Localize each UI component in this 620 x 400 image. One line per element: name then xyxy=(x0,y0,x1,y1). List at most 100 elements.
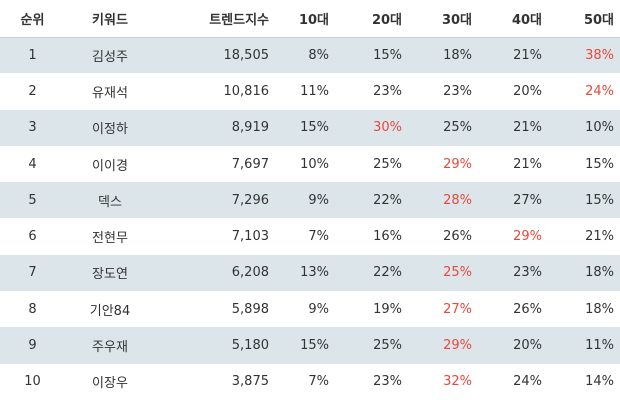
keyword-cell: 덱스 xyxy=(98,194,122,210)
age-share-cell: 25% xyxy=(373,156,402,172)
age-share-cell: 18% xyxy=(443,47,472,63)
age-share-cell: 13% xyxy=(300,265,329,281)
table-row: 2 유재석 10,816 11% 23% 23% 20% 24% xyxy=(0,73,620,109)
rank-cell: 3 xyxy=(28,120,37,136)
table-row: 9 주우재 5,180 15% 25% 29% 20% 11% xyxy=(0,327,620,364)
rank-cell: 8 xyxy=(28,301,37,317)
age-share-cell: 23% xyxy=(443,83,472,99)
age-share-cell: 25% xyxy=(373,338,402,354)
keyword-cell: 이정하 xyxy=(92,122,128,138)
age-share-cell: 24% xyxy=(513,374,542,390)
age-share-cell: 19% xyxy=(373,301,402,317)
age-share-cell: 27% xyxy=(513,192,542,208)
age-share-cell: 29% xyxy=(443,156,472,172)
header-cell: 30대 xyxy=(408,0,478,38)
rank-cell: 6 xyxy=(28,229,37,245)
rank-cell: 4 xyxy=(28,156,37,172)
index-cell: 10,816 xyxy=(223,83,270,99)
age-share-cell: 15% xyxy=(300,338,329,354)
index-cell: 6,208 xyxy=(231,265,269,281)
index-cell: 8,919 xyxy=(231,120,269,136)
age-share-cell: 30% xyxy=(373,120,402,136)
age-share-cell: 10% xyxy=(585,120,614,136)
age-share-cell: 14% xyxy=(585,374,614,390)
age-share-cell: 21% xyxy=(513,120,542,136)
keyword-cell: 기안84 xyxy=(89,303,131,319)
age-share-cell: 22% xyxy=(373,192,402,208)
header-cell: 10대 xyxy=(275,0,335,38)
table-row: 7 장도연 6,208 13% 22% 25% 23% 18% xyxy=(0,254,620,292)
keyword-cell: 김성주 xyxy=(92,49,128,65)
age-share-cell: 21% xyxy=(513,156,542,172)
age-share-cell: 18% xyxy=(585,265,614,281)
rank-cell: 1 xyxy=(28,47,37,63)
age-share-cell: 25% xyxy=(443,265,472,281)
age-share-cell: 25% xyxy=(443,120,472,136)
table-row: 5 덱스 7,296 9% 22% 28% 27% 15% xyxy=(0,182,620,219)
rank-cell: 2 xyxy=(28,83,37,99)
keyword-cell: 이장우 xyxy=(92,376,128,392)
table-row: 3 이정하 8,919 15% 30% 25% 21% 10% xyxy=(0,109,620,146)
index-cell: 3,875 xyxy=(231,374,269,390)
age-share-cell: 22% xyxy=(373,265,402,281)
keyword-cell: 주우재 xyxy=(92,340,128,356)
table-row: 4 이이경 7,697 10% 25% 29% 21% 15% xyxy=(0,146,620,182)
keyword-cell: 전현무 xyxy=(92,231,128,247)
table-row: 8 기안84 5,898 9% 19% 27% 26% 18% xyxy=(0,291,620,327)
header-row: 순위 키워드 트렌드지수 10대 20대 30대 40대 50대 xyxy=(0,0,620,38)
rank-cell: 7 xyxy=(28,265,37,281)
table-row: 6 전현무 7,103 7% 16% 26% 29% 21% xyxy=(0,218,620,254)
header-cell: 20대 xyxy=(335,0,408,38)
age-share-cell: 8% xyxy=(308,47,329,63)
age-share-cell: 24% xyxy=(585,83,614,99)
index-cell: 7,697 xyxy=(231,156,269,172)
age-share-cell: 21% xyxy=(513,47,542,63)
index-cell: 7,103 xyxy=(231,229,269,245)
age-share-cell: 10% xyxy=(300,156,329,172)
age-share-cell: 29% xyxy=(443,338,472,354)
age-share-cell: 32% xyxy=(443,374,472,390)
age-share-cell: 7% xyxy=(308,229,329,245)
table-row: 1 김성주 18,505 8% 15% 18% 21% 38% xyxy=(0,37,620,74)
age-share-cell: 23% xyxy=(373,374,402,390)
age-share-cell: 20% xyxy=(513,338,542,354)
age-share-cell: 20% xyxy=(513,83,542,99)
age-share-cell: 15% xyxy=(585,156,614,172)
age-share-cell: 11% xyxy=(300,83,329,99)
age-share-cell: 29% xyxy=(513,229,542,245)
header-cell: 50대 xyxy=(548,0,620,38)
index-cell: 5,898 xyxy=(231,301,269,317)
keyword-cell: 장도연 xyxy=(92,267,128,283)
age-share-cell: 7% xyxy=(308,374,329,390)
age-share-cell: 15% xyxy=(300,120,329,136)
index-cell: 18,505 xyxy=(223,47,270,63)
age-share-cell: 16% xyxy=(373,229,402,245)
age-share-cell: 23% xyxy=(513,265,542,281)
age-share-cell: 23% xyxy=(373,83,402,99)
age-share-cell: 26% xyxy=(513,301,542,317)
rank-cell: 10 xyxy=(24,374,41,390)
age-share-cell: 9% xyxy=(308,301,329,317)
header-cell: 트렌드지수 xyxy=(155,0,275,38)
table-row: 10 이장우 3,875 7% 23% 32% 24% 14% xyxy=(0,364,620,400)
age-share-cell: 27% xyxy=(443,301,472,317)
index-cell: 5,180 xyxy=(231,338,269,354)
age-share-cell: 21% xyxy=(585,229,614,245)
age-share-cell: 15% xyxy=(373,47,402,63)
age-share-cell: 28% xyxy=(443,192,472,208)
age-share-cell: 18% xyxy=(585,301,614,317)
age-share-cell: 9% xyxy=(308,192,329,208)
keyword-cell: 이이경 xyxy=(92,158,128,174)
age-share-cell: 15% xyxy=(585,192,614,208)
index-cell: 7,296 xyxy=(231,192,269,208)
header-cell: 순위 xyxy=(0,0,65,38)
age-share-cell: 26% xyxy=(443,229,472,245)
age-share-cell: 38% xyxy=(585,47,614,63)
header-cell: 40대 xyxy=(478,0,548,38)
age-share-cell: 11% xyxy=(585,338,614,354)
keyword-cell: 유재석 xyxy=(92,85,128,101)
header-cell: 키워드 xyxy=(65,0,155,38)
rank-cell: 9 xyxy=(28,338,37,354)
